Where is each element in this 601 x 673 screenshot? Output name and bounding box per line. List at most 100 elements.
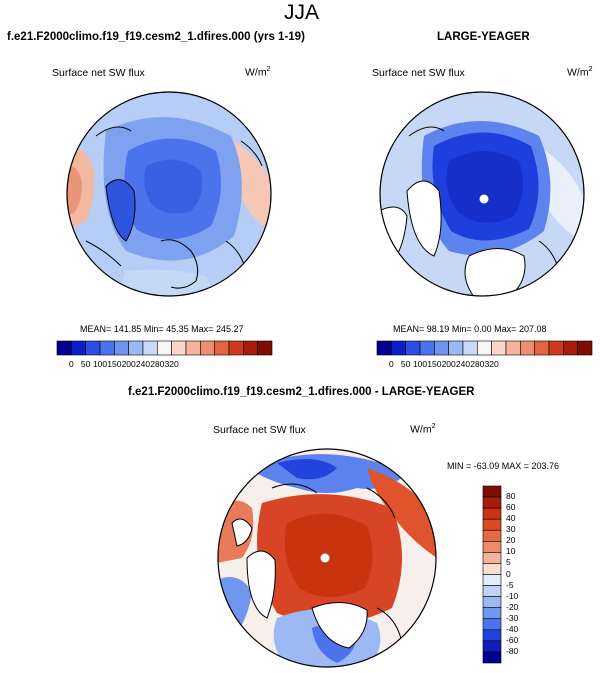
colorbar-tick-label: 40 xyxy=(506,513,516,524)
colorbar-swatch xyxy=(482,607,502,620)
panel2-pole-marker xyxy=(479,194,489,204)
panel3-stats: MIN = -63.09 MAX = 203.76 xyxy=(447,461,560,471)
panel2-max-value: 207.08 xyxy=(518,324,547,334)
colorbar-swatch xyxy=(157,340,172,356)
colorbar-tick-label: 280 xyxy=(470,359,485,369)
colorbar-swatch xyxy=(477,340,492,356)
colorbar-swatch xyxy=(577,340,593,356)
panel3-map-border xyxy=(217,448,437,668)
colorbar-tick-label: -30 xyxy=(506,612,519,623)
colorbar-tick-label: 320 xyxy=(164,359,179,369)
panel2-core-dark xyxy=(446,151,523,223)
panel1-map-border xyxy=(66,91,272,297)
colorbar-tick-label: 150 xyxy=(427,359,442,369)
colorbar-tick-label: -80 xyxy=(506,645,519,656)
panel3-units-base: W/m xyxy=(410,423,432,436)
colorbar-swatch xyxy=(482,485,502,498)
colorbar-swatch xyxy=(482,596,502,608)
panel1-units-sup: 2 xyxy=(266,66,271,73)
colorbar-swatch xyxy=(520,340,535,356)
colorbar-tick-label: -60 xyxy=(506,634,519,645)
colorbar-tick-label: 50 xyxy=(400,359,411,369)
panel3-colorbar-labels: 80 60 40 30 20 10 5 0 -5 -10 -20 -30 -40 -60 -80 xyxy=(506,486,546,663)
panel2-units-sup: 2 xyxy=(588,66,593,73)
panel3-blue-north-core xyxy=(277,459,337,480)
colorbar-tick-label: 80 xyxy=(506,491,516,502)
panel2-min-label: Min= xyxy=(451,324,472,334)
colorbar-swatch xyxy=(448,340,464,356)
colorbar-swatch xyxy=(419,340,435,356)
panel1-max-label: Max= xyxy=(191,324,214,334)
colorbar-tick-label: 5 xyxy=(506,557,511,568)
panel2-colorbar-labels: 0 50 100 150 200 240 280 320 xyxy=(377,359,592,371)
colorbar-swatch xyxy=(482,507,502,520)
colorbar-swatch xyxy=(482,496,502,509)
colorbar-swatch xyxy=(482,541,502,553)
colorbar-swatch xyxy=(391,340,406,356)
panel3-units-sup: 2 xyxy=(431,423,436,430)
panel3-pole-marker xyxy=(320,553,330,563)
panel2-units: W/m2 xyxy=(567,66,592,79)
panel2-stats: MEAN= 98.19 Min= 0.00 Max= 207.08 xyxy=(393,324,546,334)
colorbar-swatch xyxy=(482,585,502,597)
panel1-warm-west-inner xyxy=(67,165,82,216)
panel1-stats: MEAN= 141.85 Min= 45.35 Max= 245.27 xyxy=(80,324,243,334)
panel2-title: LARGE-YEAGER xyxy=(437,31,530,43)
panel2-min-value: 0.00 xyxy=(474,324,492,334)
colorbar-swatch xyxy=(114,340,129,356)
colorbar-swatch xyxy=(200,340,215,356)
panel1-colorbar-labels: 0 50 100 150 200 240 280 320 xyxy=(57,359,272,371)
colorbar-tick-label: 150 xyxy=(107,359,122,369)
panel2-max-label: Max= xyxy=(494,324,517,334)
colorbar-tick-label: 60 xyxy=(506,502,516,513)
colorbar-swatch xyxy=(228,340,244,356)
panel1-title: f.e21.F2000climo.f19_f19.cesm2_1.dfires.… xyxy=(7,31,305,43)
panel2-land-south xyxy=(464,248,526,296)
colorbar-swatch xyxy=(171,340,187,356)
colorbar-tick-label: 30 xyxy=(506,524,516,535)
panel3-greenland xyxy=(246,550,276,619)
colorbar-swatch xyxy=(482,518,502,531)
colorbar-tick-label: 0 xyxy=(506,568,511,579)
panel3-units: W/m2 xyxy=(410,423,435,436)
colorbar-swatch xyxy=(482,629,502,642)
panel2-variable: Surface net SW flux xyxy=(372,67,465,79)
panel1-max-value: 245.27 xyxy=(215,324,244,334)
colorbar-tick-label: 100 xyxy=(92,359,108,369)
panel1-mean-value: 141.85 xyxy=(113,324,142,334)
colorbar-tick-label: 0 xyxy=(68,359,74,369)
colorbar-swatch xyxy=(376,340,392,356)
panel2-map-border xyxy=(379,91,585,297)
panel3-variable: Surface net SW flux xyxy=(213,424,306,436)
panel3-land-northwest xyxy=(231,518,253,547)
panel1-map xyxy=(66,91,272,297)
colorbar-swatch xyxy=(214,340,230,356)
panel1-variable: Surface net SW flux xyxy=(52,67,145,79)
panel2-map xyxy=(379,91,585,297)
panel2-mean-value: 98.19 xyxy=(426,324,450,334)
panel2-units-base: W/m xyxy=(567,66,589,79)
panel3-title: f.e21.F2000climo.f19_f19.cesm2_1.dfires.… xyxy=(128,386,475,398)
colorbar-swatch xyxy=(405,340,421,356)
panel1-mean-label: MEAN= xyxy=(80,324,112,334)
colorbar-swatch xyxy=(491,340,507,356)
panel3-land-south xyxy=(311,602,368,649)
colorbar-tick-label: 10 xyxy=(506,546,516,557)
colorbar-swatch xyxy=(85,340,101,356)
colorbar-swatch xyxy=(482,552,502,564)
colorbar-swatch xyxy=(482,640,502,653)
season-title: JJA xyxy=(284,1,320,24)
colorbar-swatch xyxy=(482,529,502,542)
panel1-units: W/m2 xyxy=(245,66,270,79)
colorbar-swatch xyxy=(142,340,158,356)
panel1-min-value: 45.35 xyxy=(166,324,189,334)
colorbar-tick-label: 280 xyxy=(150,359,165,369)
colorbar-swatch xyxy=(257,340,273,356)
panel1-core-dark xyxy=(144,159,203,214)
panel1-coast-south xyxy=(160,239,199,289)
colorbar-tick-label: 200 xyxy=(121,359,136,369)
colorbar-swatch xyxy=(482,618,502,631)
colorbar-tick-label: -10 xyxy=(506,590,519,601)
colorbar-swatch xyxy=(99,340,115,356)
colorbar-swatch xyxy=(434,340,449,356)
